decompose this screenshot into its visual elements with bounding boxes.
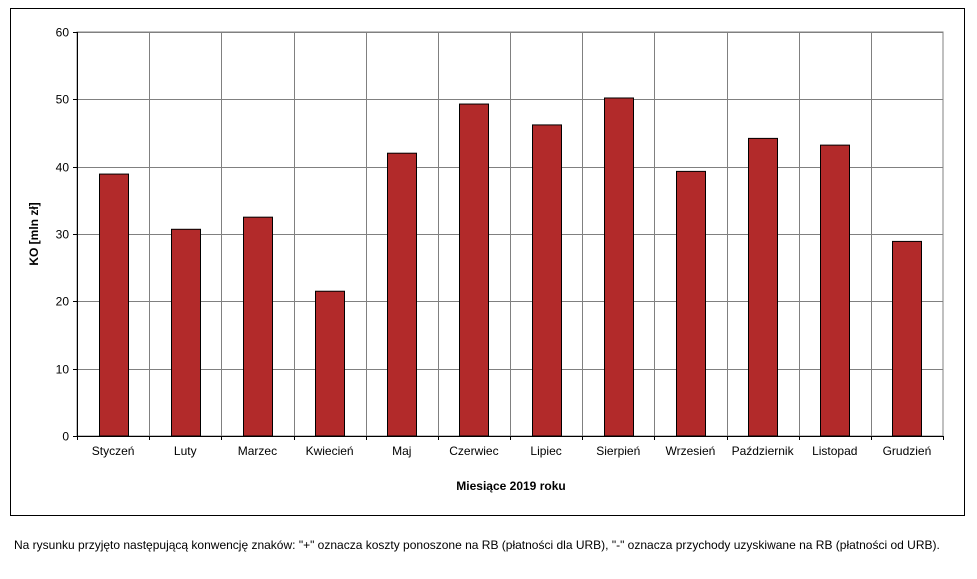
x-axis-label: Miesiące 2019 roku	[456, 479, 565, 493]
footnote: Na rysunku przyjęto następującą konwencj…	[14, 538, 940, 552]
x-tick-label: Lipiec	[530, 444, 561, 458]
x-tick-label: Luty	[174, 444, 197, 458]
y-tick-label: 20	[56, 295, 70, 309]
grid-lines	[77, 32, 943, 437]
bar-3	[243, 216, 273, 437]
bar-7	[532, 124, 562, 437]
x-axis-ticks: Styczeń Luty Marzec Kwiecień Maj Czerwiec Lipi…	[77, 436, 944, 458]
x-tick-label: Listopad	[812, 444, 857, 458]
x-tick-label: Sierpień	[596, 444, 640, 458]
bar-8	[604, 97, 634, 437]
x-tick-label: Czerwiec	[449, 444, 498, 458]
y-tick-label: 40	[56, 161, 70, 175]
bar-10	[748, 137, 778, 437]
y-tick-label: 50	[56, 93, 70, 107]
bar-9	[676, 170, 706, 437]
x-tick-label: Maj	[392, 444, 411, 458]
y-tick-label: 0	[62, 430, 69, 444]
bar-4	[315, 290, 345, 437]
x-tick-label: Styczeń	[92, 444, 135, 458]
bar-11	[820, 144, 850, 437]
bar-5	[387, 152, 417, 437]
x-tick-label: Grudzień	[883, 444, 932, 458]
bars	[99, 97, 922, 437]
bar-chart: 0 10 20 30 40 50 60 Styczeń Luty Marzec Kwiecień M…	[27, 26, 944, 493]
y-tick-label: 10	[56, 363, 70, 377]
bar-6	[459, 103, 489, 437]
x-tick-label: Kwiecień	[306, 444, 354, 458]
bar-2	[171, 228, 201, 437]
x-tick-label: Marzec	[238, 444, 277, 458]
y-axis-label: KO [mln zł]	[27, 202, 41, 265]
bar-12	[892, 240, 922, 437]
x-tick-label: Wrzesień	[666, 444, 716, 458]
y-tick-label: 60	[56, 26, 70, 40]
y-axis-ticks: 0 10 20 30 40 50 60	[56, 26, 77, 444]
y-tick-label: 30	[56, 228, 70, 242]
bar-1	[99, 173, 129, 437]
x-tick-label: Październik	[732, 444, 795, 458]
